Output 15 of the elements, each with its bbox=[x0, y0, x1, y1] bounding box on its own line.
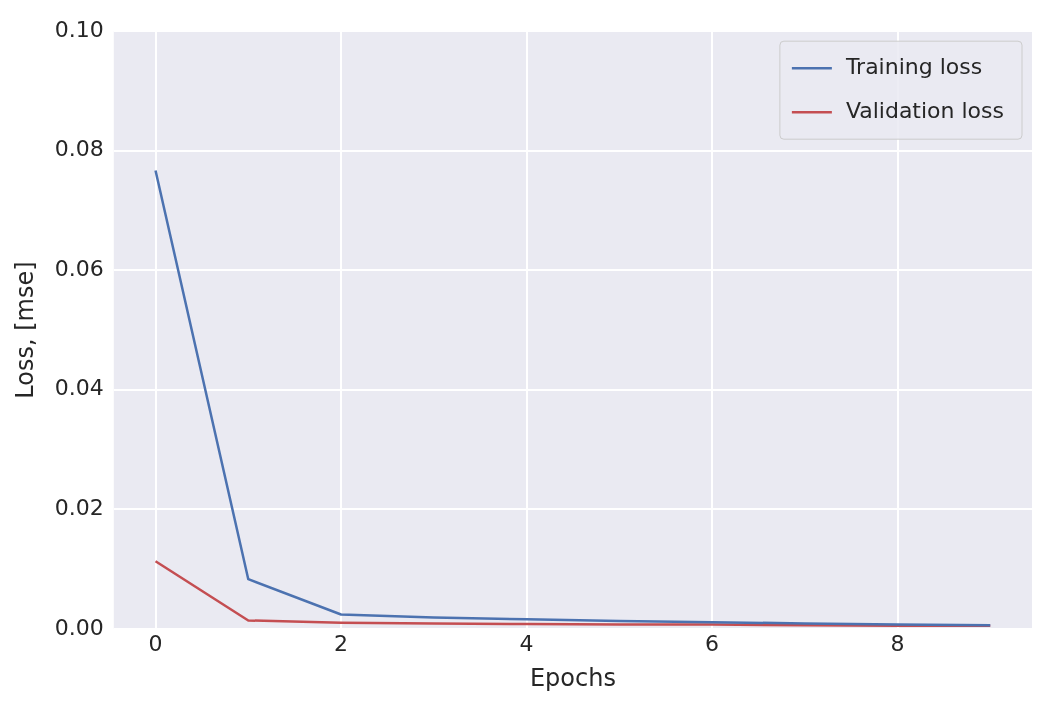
y-tick-label: 0.06 bbox=[54, 255, 104, 281]
legend-label: Training loss bbox=[844, 53, 983, 79]
x-tick-label: 0 bbox=[148, 630, 163, 656]
x-tick-label: 6 bbox=[705, 630, 720, 656]
x-tick-label: 2 bbox=[334, 630, 349, 656]
y-axis-title: Loss, [mse] bbox=[10, 261, 39, 399]
x-axis-title: Epochs bbox=[529, 663, 616, 692]
y-tick-label: 0.00 bbox=[54, 614, 104, 640]
x-tick-label: 4 bbox=[519, 630, 534, 656]
y-tick-label: 0.04 bbox=[54, 375, 104, 401]
x-tick-label: 8 bbox=[890, 630, 905, 656]
legend-label: Validation loss bbox=[845, 97, 1004, 123]
y-tick-label: 0.08 bbox=[54, 136, 104, 162]
y-tick-label: 0.02 bbox=[54, 495, 104, 520]
y-tick-label: 0.10 bbox=[54, 16, 104, 42]
